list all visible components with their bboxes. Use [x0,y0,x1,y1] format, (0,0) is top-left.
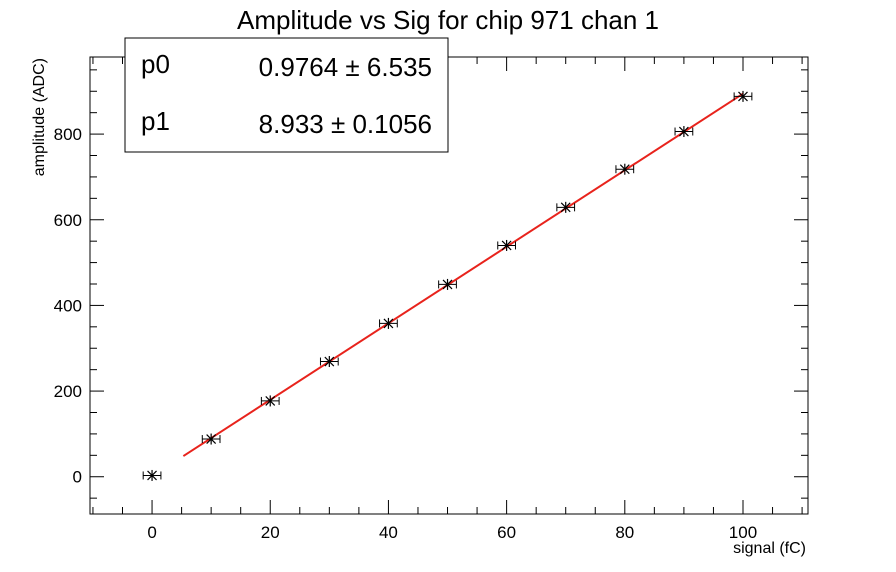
data-points-layer [142,90,753,481]
x-axis-label: signal (fC) [733,540,806,557]
stat-p0-plusminus: ± [338,52,367,82]
data-point [556,201,576,213]
data-point [674,126,694,138]
y-tick-label: 600 [54,211,82,230]
data-point [319,356,339,368]
y-axis-label: amplitude (ADC) [31,58,48,176]
y-tick-label: 800 [54,125,82,144]
data-point [142,469,162,481]
fit-stats-box-frame [124,37,449,153]
data-point [438,278,457,290]
stat-p0-name: p0 [141,49,170,79]
data-point [379,317,398,329]
stat-p1-name: p1 [141,106,170,136]
y-tick-label: 400 [54,296,82,315]
fit-stats-box: p0 0.9764 ± 6.535 p1 8.933 ± 0.1056 [124,37,449,153]
y-axis-tick-labels: 0 200 400 600 800 [54,125,82,487]
y-tick-label: 0 [73,468,82,487]
stat-p1-plusminus: ± [324,109,353,139]
data-point [733,90,753,102]
stat-p0-error: 6.535 [367,52,432,82]
fit-line [182,92,744,457]
stat-p1-value: 8.933 ± 0.1056 [259,109,432,139]
y-axis-ticks [90,69,808,499]
stat-p1-value-number: 8.933 [259,109,324,139]
stat-p0-value-number: 0.9764 [259,52,339,82]
x-tick-label: 40 [379,523,398,542]
stat-p0-value: 0.9764 ± 6.535 [259,52,432,82]
fit-line-layer [182,92,744,457]
x-tick-label: 100 [729,523,757,542]
data-point [260,395,280,407]
x-tick-label: 20 [261,523,280,542]
x-tick-label: 60 [497,523,516,542]
chart-title: Amplitude vs Sig for chip 971 chan 1 [237,5,659,35]
plot-frame [89,56,809,515]
data-point [497,239,516,251]
data-point [615,163,635,175]
stat-p1-error: 0.1056 [352,109,432,139]
y-tick-label: 200 [54,382,82,401]
x-tick-label: 80 [615,523,634,542]
x-tick-label: 0 [147,523,156,542]
x-axis-tick-labels: 0 20 40 60 80 100 [147,523,757,542]
data-point [201,433,221,445]
